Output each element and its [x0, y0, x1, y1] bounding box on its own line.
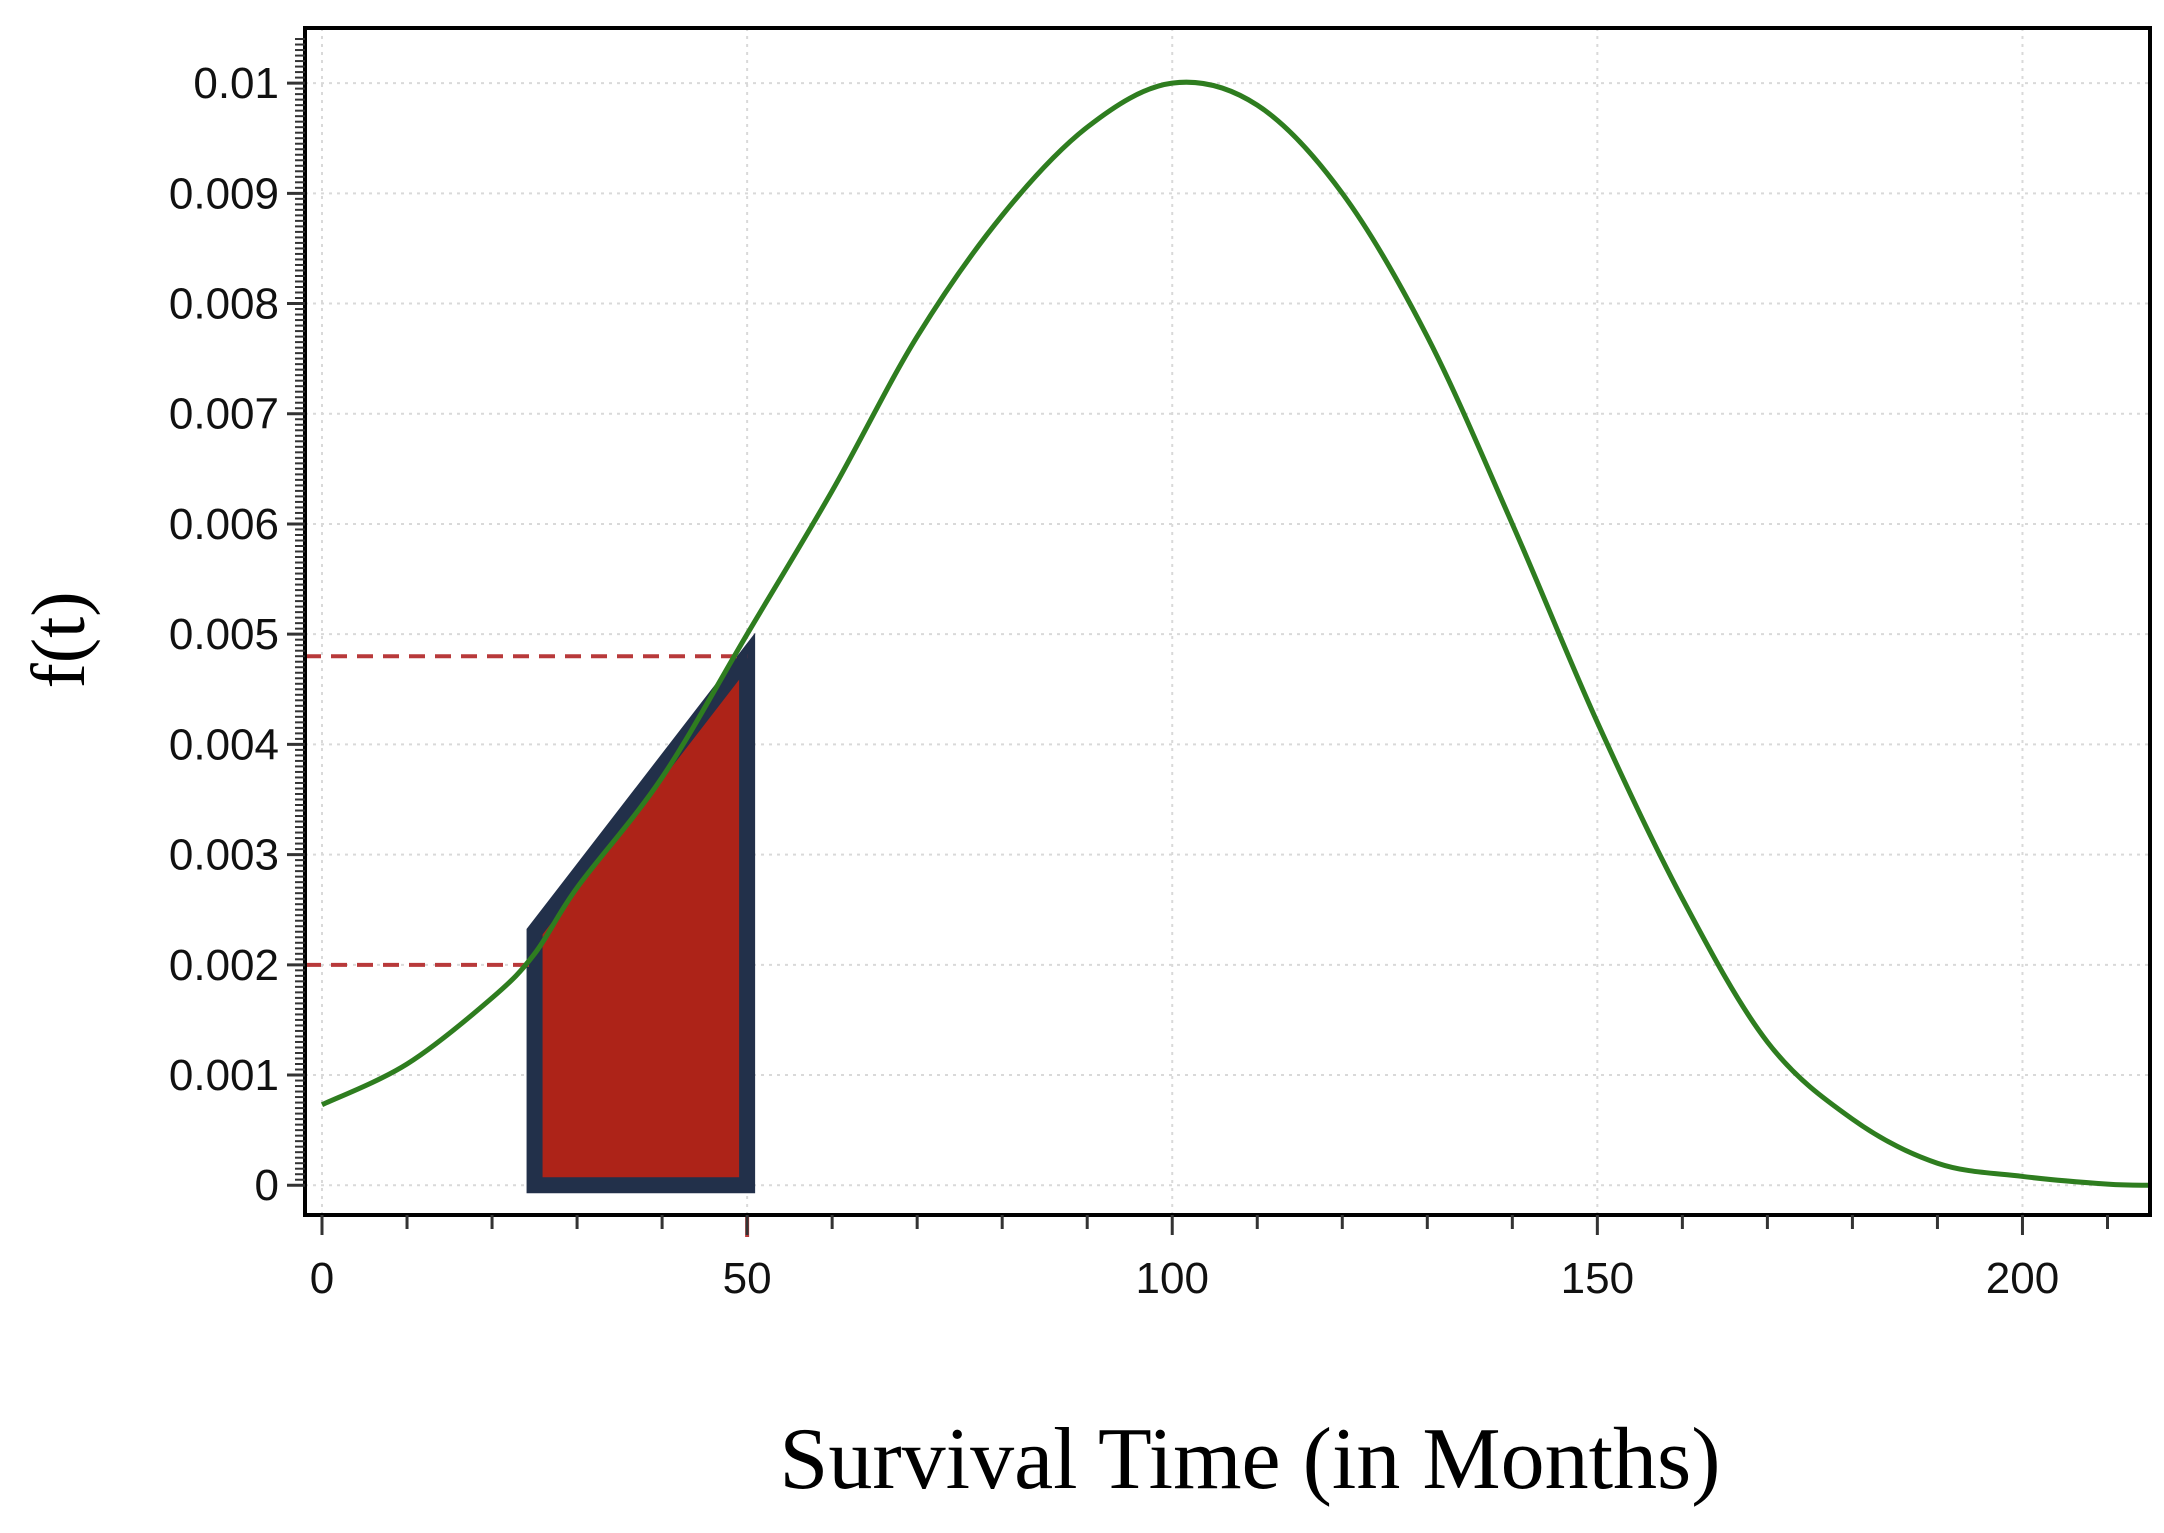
y-tick-label: 0.005: [169, 610, 279, 659]
y-tick-label: 0.001: [169, 1051, 279, 1100]
y-tick-label: 0.002: [169, 941, 279, 990]
y-tick-label: 0.004: [169, 720, 279, 769]
y-axis-title: f(t): [17, 591, 101, 688]
shaded-area-region: [526, 632, 756, 1194]
x-tick-label: 0: [310, 1254, 334, 1303]
x-tick-label: 200: [1986, 1254, 2059, 1303]
grid-layer: [305, 28, 2150, 1215]
plot-frame: [303, 26, 2152, 1217]
y-tick-label: 0.01: [193, 59, 279, 108]
y-tick-label: 0.006: [169, 500, 279, 549]
y-tick-label: 0.007: [169, 390, 279, 439]
x-tick-label: 150: [1561, 1254, 1634, 1303]
tick-label-layer: 0 0.001 0.002 0.003 0.004 0.005 0.006 0.007 0.00…: [169, 59, 2059, 1303]
x-axis-title: Survival Time (in Months): [779, 1411, 1720, 1508]
y-tick-label: 0.009: [169, 169, 279, 218]
y-tick-label: 0.003: [169, 831, 279, 880]
y-tick-label: 0.008: [169, 280, 279, 329]
density-curve: [320, 79, 2151, 1188]
plot-frame-layer: [303, 26, 2152, 1217]
series-layer: [320, 79, 2151, 1188]
x-tick-label: 100: [1136, 1254, 1209, 1303]
shaded-region-layer: [526, 632, 756, 1194]
y-tick-label: 0: [255, 1161, 279, 1210]
tick-layer: [287, 38, 2109, 1235]
x-tick-label: 50: [723, 1254, 772, 1303]
